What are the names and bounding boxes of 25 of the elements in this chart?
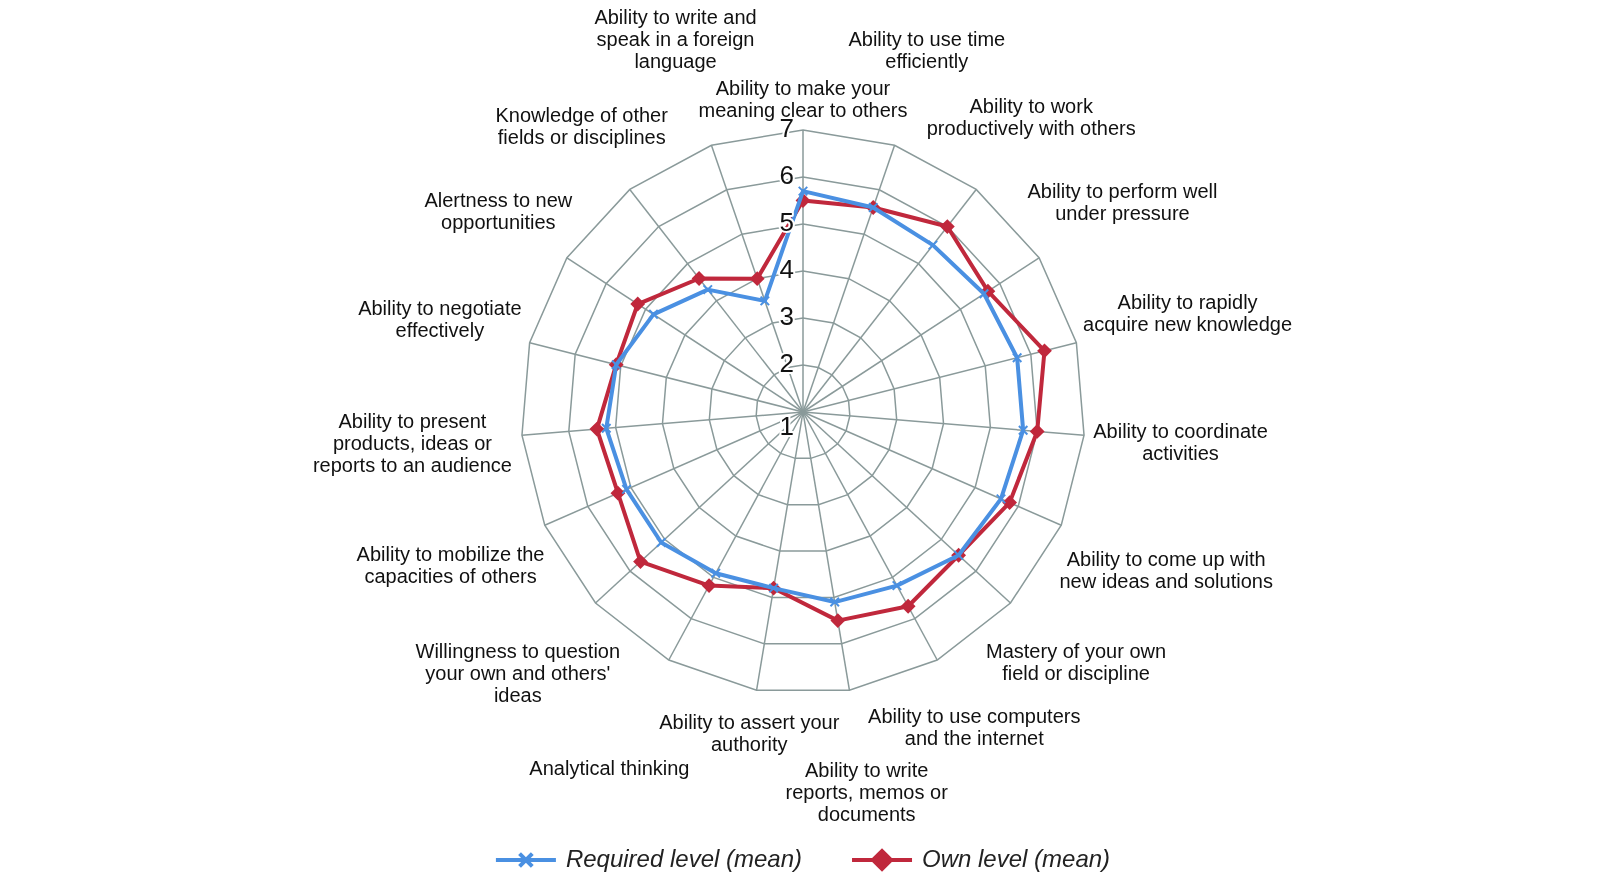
spoke-label: Ability to work productively with others [926,95,1136,140]
y-tick-label: 4 [779,254,794,285]
spoke-label: Ability to use computers and the internet [868,705,1081,750]
spoke-label: Ability to coordinate activities [1093,419,1268,464]
spoke-label: Ability to perform well under pressure [1027,179,1218,224]
spoke-label: Ability to present products, ideas or reports to an audience [312,409,512,476]
spoke-label: Ability to write reports, memos or documents [785,759,949,826]
spoke-label: Ability to negotiate effectively [358,296,522,341]
spoke-label: Ability to mobilize the capacities of others [356,543,545,588]
spoke-label: Ability to assert your authority [659,710,840,755]
spoke-label: Analytical thinking [529,757,690,780]
spoke-label: Alertness to new opportunities [424,189,573,234]
legend-label: Required level (mean) [565,844,803,872]
y-tick-label: 3 [779,301,794,332]
spoke-label: Willingness to question your own and others' ideas [415,640,621,707]
spoke-label: Knowledge of other fields or disciplines [495,104,669,149]
legend-label: Own level (mean) [922,844,1111,872]
y-tick-label: 2 [779,348,794,379]
spoke-label: Ability to rapidly acquire new knowledge [1083,291,1293,336]
spoke-label: Ability to use time efficiently [848,27,1006,72]
spoke-label: Ability to come up with new ideas and solutions [1059,547,1273,592]
spoke-label: Ability to write and speak in a foreign language [594,6,757,73]
y-tick-label: 6 [779,160,794,191]
spoke-label: Mastery of your own field or discipline [986,639,1167,684]
y-tick-label: 1 [779,411,794,442]
